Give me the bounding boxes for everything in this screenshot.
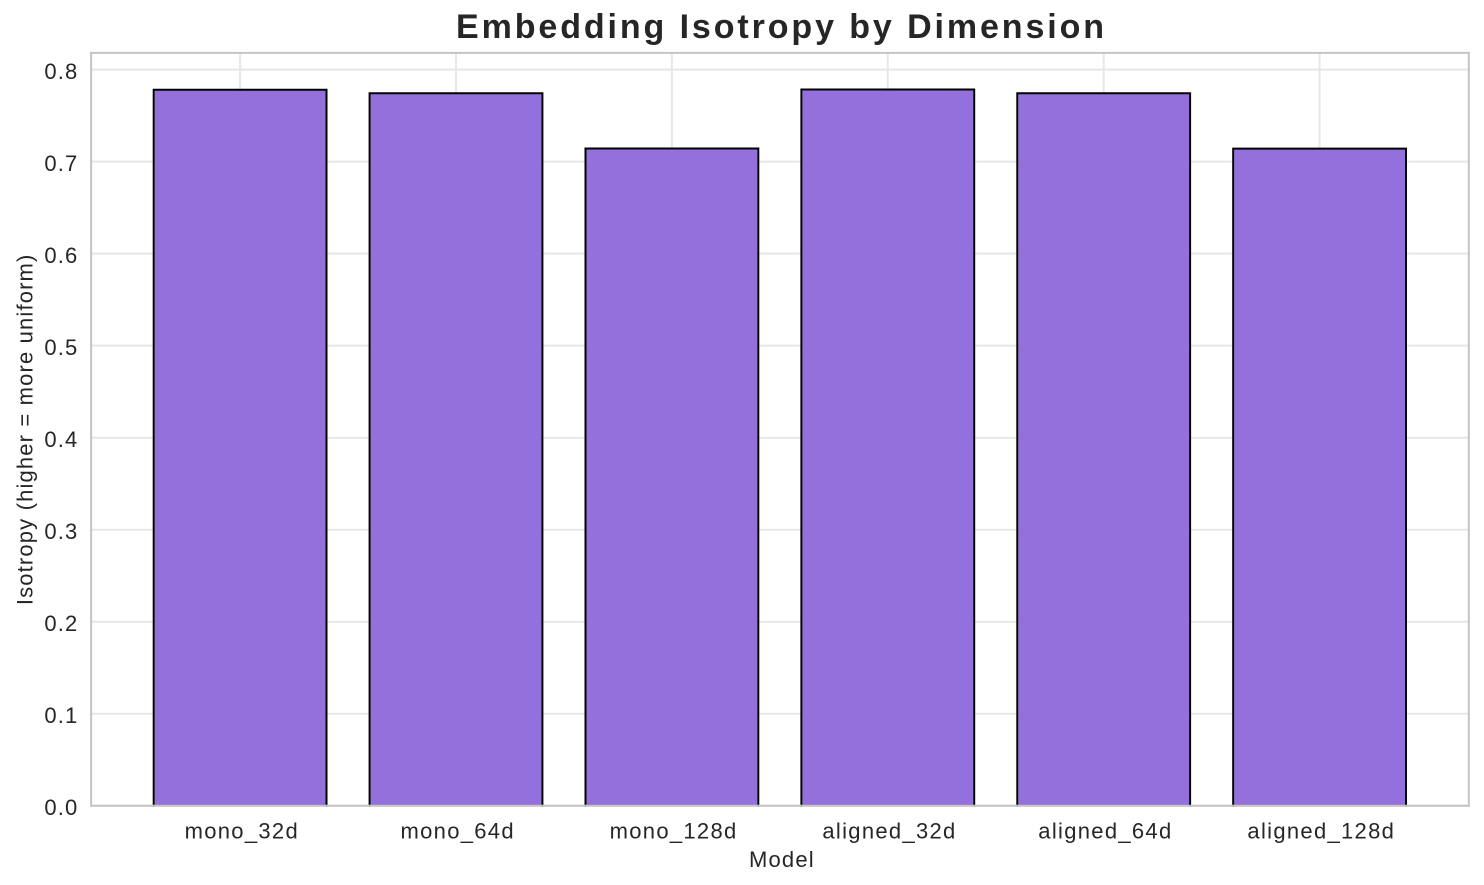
svg-text:Model: Model <box>749 847 815 872</box>
svg-text:0.7: 0.7 <box>44 151 78 176</box>
svg-text:mono_64d: mono_64d <box>401 818 515 843</box>
svg-text:0.2: 0.2 <box>44 611 78 636</box>
svg-text:0.5: 0.5 <box>44 335 78 360</box>
svg-text:0.4: 0.4 <box>44 427 78 452</box>
svg-text:0.3: 0.3 <box>44 519 78 544</box>
svg-text:Embedding Isotropy by Dimensio: Embedding Isotropy by Dimension <box>456 8 1107 46</box>
svg-text:aligned_32d: aligned_32d <box>822 818 956 843</box>
svg-text:aligned_128d: aligned_128d <box>1247 818 1395 843</box>
svg-text:0.0: 0.0 <box>44 795 78 820</box>
svg-text:0.1: 0.1 <box>44 703 78 728</box>
svg-text:0.6: 0.6 <box>44 243 78 268</box>
svg-text:mono_32d: mono_32d <box>185 818 299 843</box>
svg-text:0.8: 0.8 <box>44 59 78 84</box>
svg-text:Isotropy (higher = more unifor: Isotropy (higher = more uniform) <box>12 253 37 605</box>
svg-text:mono_128d: mono_128d <box>610 818 738 843</box>
svg-text:aligned_64d: aligned_64d <box>1038 818 1172 843</box>
